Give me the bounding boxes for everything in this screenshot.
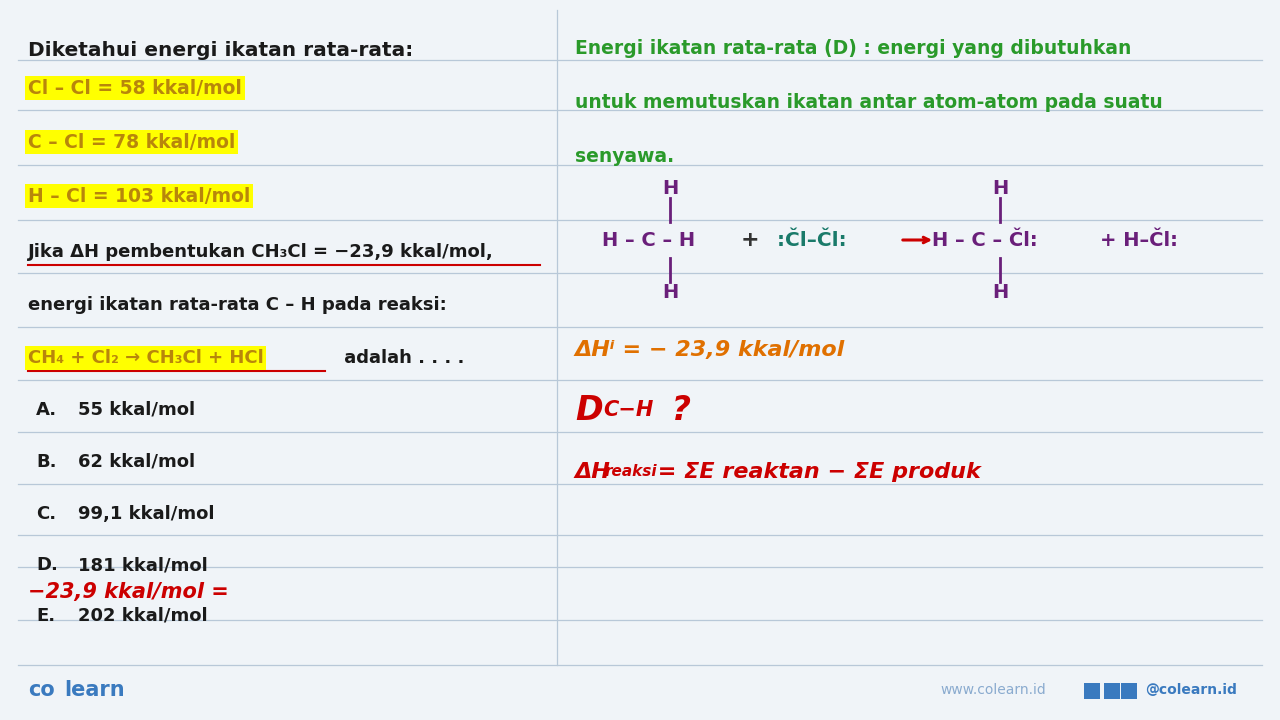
Text: C – Cl = 78 kkal/mol: C – Cl = 78 kkal/mol [28,132,236,151]
Text: H: H [992,282,1009,302]
Text: + H–Čl:: + H–Čl: [1100,230,1178,250]
Text: co: co [28,680,55,700]
Text: H – C – Čl:: H – C – Čl: [932,230,1038,250]
Text: 55 kkal/mol: 55 kkal/mol [78,401,195,419]
Text: energi ikatan rata-rata C – H pada reaksi:: energi ikatan rata-rata C – H pada reaks… [28,296,447,314]
Text: adalah . . . .: adalah . . . . [338,349,465,367]
Text: A.: A. [36,401,58,419]
Text: 62 kkal/mol: 62 kkal/mol [78,453,195,471]
Text: ?: ? [659,394,691,426]
Text: D.: D. [36,556,58,574]
Text: = ΣE reaktan − ΣE produk: = ΣE reaktan − ΣE produk [650,462,980,482]
Text: H: H [662,282,678,302]
FancyBboxPatch shape [1084,683,1100,699]
Text: @colearn.id: @colearn.id [1146,683,1236,697]
Text: 181 kkal/mol: 181 kkal/mol [78,556,207,574]
Text: D: D [575,394,603,426]
Text: −23,9 kkal/mol =: −23,9 kkal/mol = [28,582,229,602]
Text: ΔH: ΔH [575,462,611,482]
Text: www.colearn.id: www.colearn.id [940,683,1046,697]
Text: Jika ΔH pembentukan CH₃Cl = −23,9 kkal/mol,: Jika ΔH pembentukan CH₃Cl = −23,9 kkal/m… [28,243,494,261]
Text: C−H: C−H [603,400,653,420]
Text: E.: E. [36,607,55,625]
FancyBboxPatch shape [1103,683,1120,699]
Text: H: H [992,179,1009,197]
Text: senyawa.: senyawa. [575,146,675,166]
Text: Energi ikatan rata-rata (D) : energi yang dibutuhkan: Energi ikatan rata-rata (D) : energi yan… [575,38,1132,58]
Text: CH₄ + Cl₂ → CH₃Cl + HCl: CH₄ + Cl₂ → CH₃Cl + HCl [28,349,264,367]
FancyBboxPatch shape [1121,683,1137,699]
Text: learn: learn [64,680,124,700]
Text: Diketahui energi ikatan rata-rata:: Diketahui energi ikatan rata-rata: [28,40,413,60]
Text: H: H [662,179,678,197]
Text: ΔHⁱ = − 23,9 kkal/mol: ΔHⁱ = − 23,9 kkal/mol [575,340,845,360]
Text: :Čl–Čl:: :Čl–Čl: [771,230,846,250]
Text: untuk memutuskan ikatan antar atom-atom pada suatu: untuk memutuskan ikatan antar atom-atom … [575,92,1162,112]
Text: Cl – Cl = 58 kkal/mol: Cl – Cl = 58 kkal/mol [28,78,242,97]
Text: C.: C. [36,505,56,523]
Text: 202 kkal/mol: 202 kkal/mol [78,607,207,625]
Text: +: + [741,230,759,250]
Text: reaksi: reaksi [604,464,658,480]
Text: B.: B. [36,453,56,471]
Text: 99,1 kkal/mol: 99,1 kkal/mol [78,505,215,523]
Text: H – Cl = 103 kkal/mol: H – Cl = 103 kkal/mol [28,186,251,205]
Text: H – C – H: H – C – H [602,230,695,250]
